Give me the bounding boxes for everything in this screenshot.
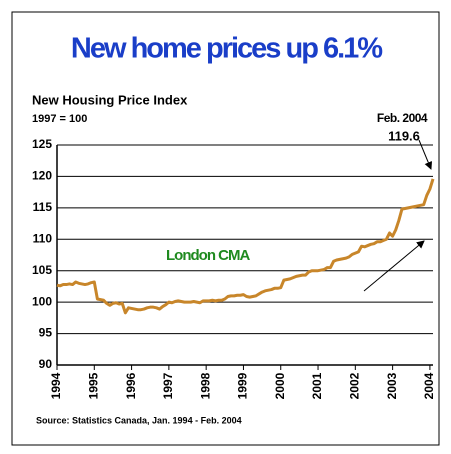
- source: Source: Statistics Canada, Jan. 1994 - F…: [36, 415, 242, 425]
- x-tick-label: 1997: [161, 372, 175, 399]
- x-tick-label: 2004: [422, 372, 436, 399]
- y-tick-label: 105: [32, 263, 52, 277]
- x-tick-label: 1994: [49, 372, 63, 399]
- x-tick-label: 2002: [347, 372, 361, 399]
- x-tick-label: 2001: [310, 372, 324, 399]
- y-tick-label: 95: [39, 326, 53, 340]
- y-tick-label: 110: [33, 231, 53, 245]
- frame: [11, 11, 440, 446]
- x-tick-label: 2003: [385, 372, 399, 399]
- line: [56, 178, 435, 315]
- x-tick-label: 2000: [273, 372, 287, 399]
- y-axis-label: New Housing Price Index: [32, 92, 188, 107]
- annotation: Feb. 2004: [377, 111, 428, 125]
- y-tick-label: 115: [33, 200, 53, 214]
- annotation: 119.6: [388, 128, 420, 143]
- x-tick-label: 1995: [86, 372, 100, 399]
- y-tick-label: 90: [39, 357, 53, 371]
- annotation: London CMA: [166, 247, 250, 264]
- y-tick-label: 100: [32, 294, 52, 308]
- y-tick-label: 120: [32, 169, 52, 183]
- x-tick-label: 1998: [198, 372, 212, 399]
- x-tick-label: 1996: [124, 372, 138, 399]
- y-tick-label: 125: [32, 137, 52, 151]
- subtitle: 1997 = 100: [32, 113, 87, 125]
- x-tick-label: 1999: [236, 372, 250, 399]
- chart-title: New home prices up 6.1%: [71, 33, 383, 65]
- arrow: [363, 240, 425, 292]
